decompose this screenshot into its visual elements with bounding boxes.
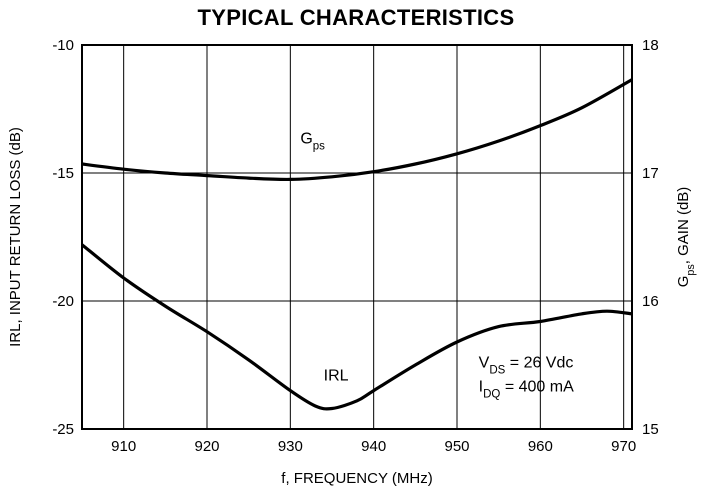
y-right-axis-label-group: Gps, GAIN (dB): [675, 187, 697, 288]
series-label-gps: Gps: [300, 131, 325, 153]
y-right-tick-label-17: 17: [642, 165, 659, 182]
x-tick-label-940: 940: [361, 438, 386, 455]
y-right-tick-label-15: 15: [642, 421, 659, 438]
y-left-tick-label--25: -25: [52, 421, 74, 438]
x-axis-label: f, FREQUENCY (MHz): [281, 470, 432, 487]
y-right-tick-label-18: 18: [642, 37, 659, 54]
series-line-gps: [81, 78, 633, 182]
series-label-gps-sub: ps: [313, 141, 325, 153]
plot-frame: [81, 44, 633, 430]
condition-label-1: VDS = 26 Vdc: [479, 355, 574, 377]
y-left-tick-label--15: -15: [52, 165, 74, 182]
condition-label-2-sub: DQ: [483, 389, 500, 401]
x-tick-label-930: 930: [278, 438, 303, 455]
x-tick-label-920: 920: [194, 438, 219, 455]
x-tick-label-960: 960: [528, 438, 553, 455]
condition-label-1-main: V: [479, 355, 490, 372]
y-left-axis-label: IRL, INPUT RETURN LOSS (dB): [7, 127, 24, 347]
data-curves: [81, 78, 633, 411]
series-label-gps-main: G: [300, 131, 312, 148]
y-left-tick-label--10: -10: [52, 37, 74, 54]
y-left-tick-label--20: -20: [52, 293, 74, 310]
y-right-axis-label-rest: , GAIN (dB): [675, 187, 692, 265]
condition-label-2-rest: = 400 mA: [500, 379, 574, 396]
tick-labels: 910 920 930 940 950 960 970 -10 -15 -20 -25 18 17 16 1…: [52, 37, 658, 455]
x-tick-label-970: 970: [611, 438, 636, 455]
y-right-axis-label-sub: ps: [685, 264, 697, 276]
y-right-axis-label-main: G: [675, 276, 692, 288]
chart-title: TYPICAL CHARACTERISTICS: [197, 5, 515, 30]
series-label-irl-main: IRL: [324, 367, 349, 384]
axis-labels: f, FREQUENCY (MHz) IRL, INPUT RETURN LOSS…: [7, 127, 697, 487]
y-right-tick-label-16: 16: [642, 293, 659, 310]
condition-label-1-sub: DS: [489, 365, 505, 377]
y-right-axis-label: Gps, GAIN (dB): [675, 187, 697, 288]
series-label-irl: IRL: [324, 367, 349, 384]
condition-label-2: IDQ = 400 mA: [479, 379, 574, 401]
series-line-irl: [81, 243, 633, 411]
condition-label-2-main: I: [479, 379, 483, 396]
x-tick-label-950: 950: [444, 438, 469, 455]
condition-label-1-rest: = 26 Vdc: [505, 355, 573, 372]
x-tick-label-910: 910: [111, 438, 136, 455]
